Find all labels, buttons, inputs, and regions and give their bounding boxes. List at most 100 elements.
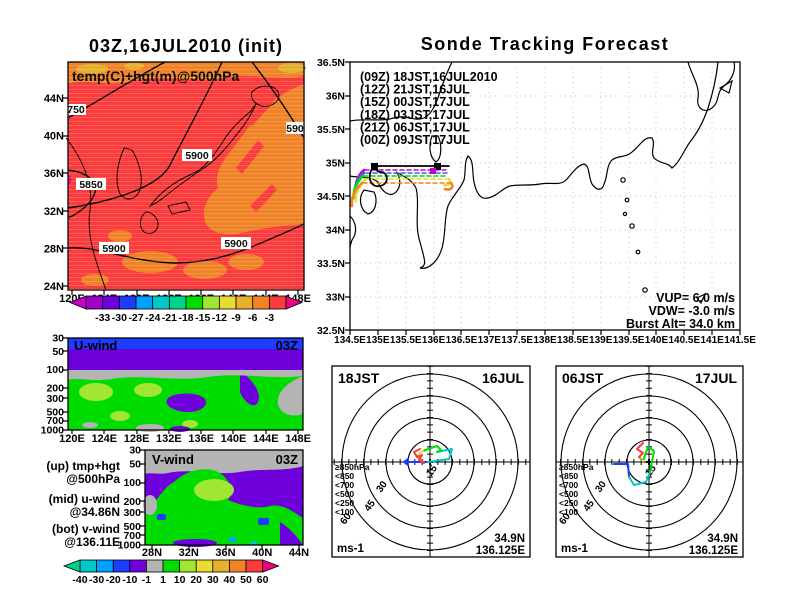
pressure-label: 200: [46, 383, 64, 395]
ring-labels: 15 30 45 60: [338, 463, 440, 527]
contour-label: 750: [67, 104, 85, 116]
vwind-border: [144, 449, 304, 546]
temp-map-ticks: [63, 97, 299, 295]
colorbar-label: -10: [122, 574, 137, 586]
pressure-label: 200: [123, 496, 141, 508]
colorbar-label: 10: [174, 574, 186, 586]
y-tick-label: 24N: [44, 281, 64, 293]
x-tick-label: 140E: [221, 433, 247, 445]
x-tick-label: 140.5E: [668, 335, 700, 346]
hodo-legend-item: <100: [559, 507, 578, 517]
sonde-legend-item: (09Z) 18JST,16JUL2010: [360, 70, 498, 84]
colorbar-cell: [185, 295, 204, 310]
colorbar-cell: [152, 295, 170, 310]
colorbar-label: 60: [257, 574, 269, 586]
trace-lt100: [613, 463, 630, 478]
colorbar-label: 1: [160, 574, 166, 586]
uwind-pressure-labels: 30 50 100 200 300 500 700 1000: [41, 333, 65, 437]
vwind-time: 03Z: [276, 452, 298, 467]
x-tick-label: 141E: [701, 335, 725, 346]
trace-lt250: [628, 471, 651, 486]
hodo-legend-item: ≥850hPa: [335, 462, 370, 472]
colorbar-label: 40: [224, 574, 236, 586]
vup-value: VUP= 6.0 m/s: [656, 291, 735, 305]
pressure-label: 1000: [41, 425, 65, 437]
pressure-label: 1000: [118, 540, 142, 552]
y-tick-label: 36N: [44, 168, 64, 180]
temp-field-label: temp(C)+hgt(m)@500hPa: [72, 68, 239, 84]
colorbar-cell: [79, 559, 98, 573]
colorbar-arrow-right: [262, 559, 280, 573]
colorbar-label: -30: [112, 312, 127, 324]
colorbar-cell: [145, 559, 164, 573]
colorbar-label: -1: [142, 574, 151, 586]
x-tick-label: 28N: [142, 547, 162, 559]
y-tick-label: 34.5N: [317, 191, 345, 203]
x-tick-label: 44N: [289, 547, 309, 559]
sonde-ticks: [345, 61, 741, 335]
pressure-label: 300: [46, 393, 64, 405]
x-tick-label: 134.5E: [334, 335, 366, 346]
y-tick-label: 34N: [326, 225, 345, 237]
y-tick-label: 33N: [326, 292, 345, 304]
uwind-label: U-wind: [74, 338, 117, 353]
hodo-legend-item: <700: [559, 480, 578, 490]
pressure-label: 50: [52, 346, 64, 358]
hodo-legend-item: <250: [335, 498, 354, 508]
wind-trace: [403, 445, 453, 466]
colorbar-label: 20: [190, 574, 202, 586]
temp-map-title: 03Z,16JUL2010 (init): [89, 36, 283, 56]
hodo-legend-item: <500: [335, 489, 354, 499]
colorbar-label: -15: [195, 312, 210, 324]
pressure-label: 100: [46, 364, 64, 376]
pressure-label: 30: [129, 445, 141, 457]
trace-lt250: [427, 448, 453, 463]
x-tick-label: 137.5E: [501, 335, 533, 346]
trace-ge850: [413, 448, 425, 464]
trace-lt700: [416, 450, 424, 457]
colorbar-label: 30: [207, 574, 219, 586]
colorbar-label: -27: [128, 312, 143, 324]
colorbar-cell: [102, 295, 120, 310]
y-tick-label: 36N: [326, 91, 345, 103]
sonde-grid: [350, 62, 740, 330]
uwind-panel: U-wind 03Z 30 50 100 200 300 500 700 100…: [41, 333, 311, 446]
track-marker: [430, 168, 436, 174]
track-marker: [434, 163, 441, 170]
y-tick-label: 35.5N: [317, 124, 345, 136]
vwind-pressure-labels: 30 50 100 200 300 500 700 1000: [118, 445, 142, 552]
hodo-lat: 34.9N: [494, 533, 525, 545]
hodo-lon: 136.125E: [689, 545, 739, 557]
colorbar-arrow-right: [285, 295, 304, 310]
sonde-title: Sonde Tracking Forecast: [421, 34, 670, 54]
colorbar-label: -21: [162, 312, 177, 324]
colorbar-label: -9: [231, 312, 240, 324]
sonde-legend-item: (21Z) 06JST,17JUL: [360, 120, 470, 134]
sonde-tracks: [350, 163, 454, 208]
colorbar-cell: [135, 295, 154, 310]
pressure-label: 50: [129, 459, 141, 471]
y-tick-label: 32.5N: [317, 325, 345, 337]
colorbar-cell: [202, 295, 220, 310]
pressure-label: 500: [123, 521, 141, 533]
colorbar-cell: [195, 559, 214, 573]
hodograph-axis-ticks: [556, 366, 743, 557]
y-tick-label: 33.5N: [317, 258, 345, 270]
colorbar-cell: [228, 559, 247, 573]
colorbar-cell: [235, 295, 254, 310]
key-up: (up) tmp+hgt: [46, 459, 120, 473]
hodo-units: ms-1: [337, 543, 364, 555]
colorbar-cell: [268, 295, 287, 310]
x-tick-label: 124E: [91, 433, 117, 445]
sonde-legend-item: (00Z) 09JST,17JUL: [360, 133, 470, 147]
contour-label: 590: [286, 123, 304, 135]
y-tick-label: 40N: [44, 131, 64, 143]
hodo-time: 06JST: [562, 370, 604, 386]
x-tick-label: 136.5E: [446, 335, 478, 346]
x-tick-label: 139E: [589, 335, 613, 346]
colorbar-label: -40: [72, 574, 87, 586]
vwind-label: V-wind: [152, 452, 194, 467]
trace-lt500: [422, 445, 442, 453]
hodo-units: ms-1: [561, 543, 588, 555]
